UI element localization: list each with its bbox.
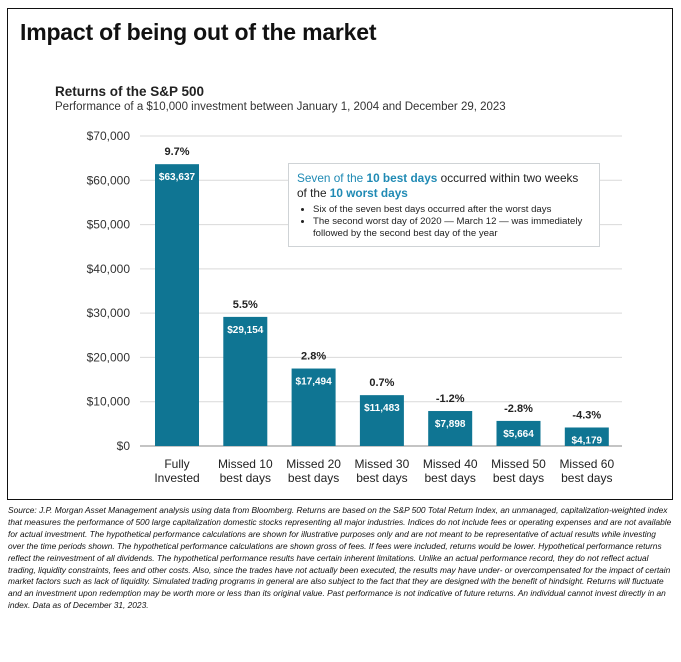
y-tick-label: $70,000 — [87, 129, 131, 143]
bar — [291, 368, 336, 446]
bar-value-label: $7,898 — [435, 419, 466, 430]
callout-seven: Seven — [297, 171, 331, 185]
return-label: 5.5% — [233, 299, 258, 311]
callout-heading: Seven of the 10 best days occurred withi… — [297, 171, 591, 201]
x-tick-label: Missed 20 — [286, 457, 341, 471]
y-tick-label: $60,000 — [87, 173, 131, 187]
return-label: 9.7% — [164, 146, 189, 158]
bar-value-label: $4,179 — [572, 435, 603, 446]
callout-box: Seven of the 10 best days occurred withi… — [288, 163, 600, 247]
bar — [428, 411, 473, 446]
x-tick-label: best days — [356, 471, 407, 485]
y-tick-label: $20,000 — [87, 350, 131, 364]
callout-within: occurred within two weeks of the — [297, 171, 579, 200]
x-tick-label: Missed 60 — [559, 457, 614, 471]
x-tick-label: Missed 10 — [218, 457, 273, 471]
x-tick-label: best days — [220, 471, 271, 485]
callout-bullets: Six of the seven best days occurred afte… — [297, 204, 591, 240]
callout-bullet: Six of the seven best days occurred afte… — [313, 204, 591, 216]
y-tick-label: $50,000 — [87, 218, 131, 232]
bar-value-label: $11,483 — [364, 403, 400, 414]
bar-value-label: $5,664 — [503, 429, 534, 440]
bar-value-label: $29,154 — [227, 325, 264, 336]
x-tick-label: Missed 50 — [491, 457, 546, 471]
chart-frame: Impact of being out of the market — [7, 8, 673, 500]
bar-value-label: $17,494 — [296, 377, 333, 388]
bar-value-label: $63,637 — [159, 172, 196, 183]
x-tick-label: Missed 30 — [355, 457, 410, 471]
main-title: Impact of being out of the market — [20, 19, 377, 45]
x-tick-label: Missed 40 — [423, 457, 478, 471]
bar — [223, 316, 268, 446]
callout-bullet: The second worst day of 2020 — March 12 … — [313, 216, 591, 240]
return-label: -1.2% — [436, 393, 465, 405]
x-tick-label: best days — [288, 471, 339, 485]
bar-chart: $0 $10,000 $20,000 $30,000 $40,000 $50,000 $60… — [87, 129, 622, 485]
source-note: Source: J.P. Morgan Asset Management ana… — [8, 505, 672, 611]
callout-best-days: 10 best days — [366, 171, 438, 185]
y-tick-label: $0 — [117, 439, 131, 453]
y-tick-label: $30,000 — [87, 306, 131, 320]
return-label: 0.7% — [369, 377, 394, 389]
x-tick-label: best days — [561, 471, 612, 485]
callout-of-the: of the — [330, 171, 367, 185]
chart-title: Returns of the S&P 500 — [55, 84, 205, 99]
y-tick-label: $40,000 — [87, 262, 131, 276]
return-label: 2.8% — [301, 351, 326, 363]
y-tick-label: $10,000 — [87, 395, 131, 409]
bar — [155, 164, 199, 446]
return-label: -2.8% — [504, 403, 533, 415]
x-tick-label: best days — [493, 471, 544, 485]
x-tick-label: Invested — [154, 471, 199, 485]
bar — [359, 395, 404, 446]
chart-subtitle: Performance of a $10,000 investment betw… — [55, 101, 506, 113]
x-tick-label: Fully — [164, 457, 189, 471]
bar — [564, 427, 609, 446]
x-tick-label: best days — [425, 471, 476, 485]
callout-worst-days: 10 worst days — [329, 186, 408, 200]
return-label: -4.3% — [572, 409, 601, 421]
bar — [496, 420, 541, 446]
